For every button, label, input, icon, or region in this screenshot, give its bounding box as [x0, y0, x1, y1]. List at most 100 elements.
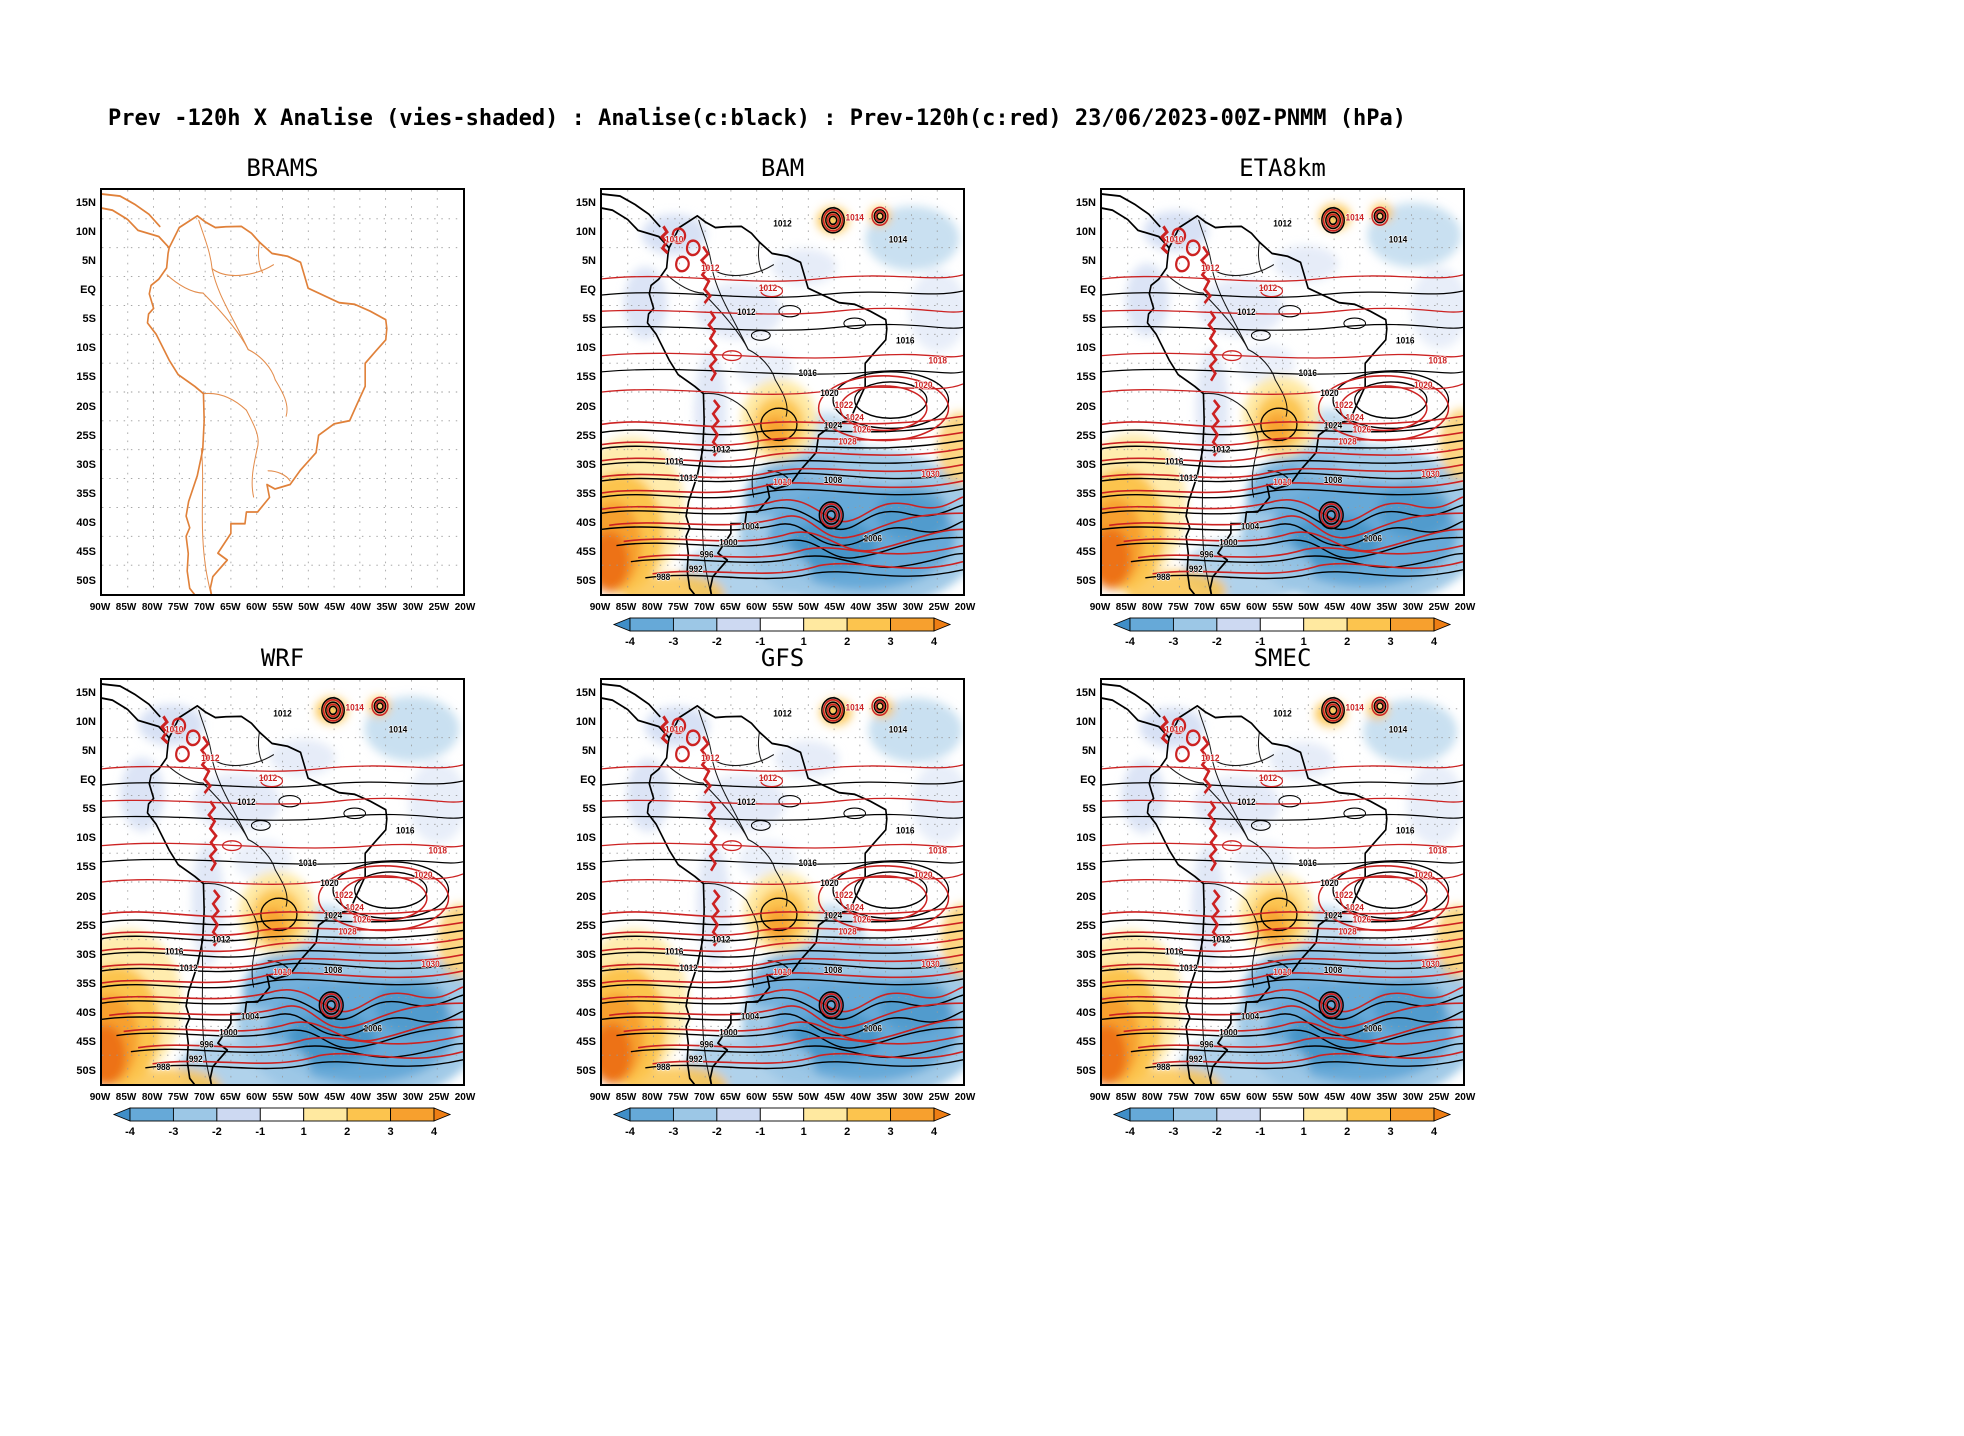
colorbar-tick-label: 2 — [844, 636, 850, 648]
isobar-label: 1010 — [165, 724, 184, 735]
panel-title: BRAMS — [246, 154, 319, 182]
isobar-label: 1026 — [1353, 424, 1372, 435]
lat-tick-label: 45S — [576, 546, 596, 559]
isobar-label: 1012 — [1237, 307, 1256, 318]
colorbar-tick-label: -3 — [669, 636, 679, 648]
isobar-label: 1012 — [759, 283, 778, 294]
isobar-label: 1012 — [712, 444, 731, 455]
panel-title: SMEC — [1253, 644, 1312, 672]
isobar-label: 1020 — [914, 870, 933, 881]
map-wrf: 1010 1012 1012 1014 1014 1012 1012 1016 1018 1020… — [100, 678, 465, 1086]
lat-tick-label: 30S — [576, 458, 596, 471]
lon-tick-label: 90W — [589, 602, 611, 613]
lat-tick-label: EQ — [580, 284, 596, 296]
lon-tick-label: 40W — [850, 1092, 871, 1103]
isobar-label: 1014 — [845, 212, 864, 223]
colorbar-tick-label: -2 — [712, 636, 722, 648]
lat-tick-label: 15N — [1075, 686, 1096, 699]
lat-tick-label: 50S — [576, 575, 596, 588]
lon-tick-label: 80W — [141, 1092, 163, 1103]
isobar-label: 1024 — [845, 902, 864, 913]
isobar-label: 1012 — [1259, 283, 1278, 294]
isobar-label: 1012 — [773, 218, 792, 229]
colorbar-tick-label: -4 — [125, 1126, 136, 1138]
isobar-label: 1014 — [1389, 724, 1408, 735]
lon-tick-label: 55W — [1272, 602, 1293, 613]
lon-tick-label: 40W — [1350, 1092, 1371, 1103]
isobar-label: 1004 — [241, 1011, 260, 1022]
lat-tick-label: 15S — [576, 861, 596, 874]
isobar-label: 992 — [689, 563, 703, 574]
lon-tick-label: 45W — [824, 602, 845, 613]
isobar-label: 1004 — [1241, 521, 1260, 532]
isobar-label: 1010 — [1165, 234, 1184, 245]
isobar-label: 996 — [700, 1039, 714, 1050]
colorbar-tick-label: -2 — [1212, 1126, 1222, 1138]
lon-tick-label: 60W — [246, 1092, 267, 1103]
lon-tick-label: 70W — [1194, 1092, 1215, 1103]
isobar-label: 1024 — [345, 902, 364, 913]
isobar-label: 1016 — [665, 946, 684, 957]
panel-wrf: WRF 1010 1012 1012 1014 1014 1012 1012 1016 1018… — [60, 644, 500, 1138]
isobar-label: 1024 — [1324, 420, 1343, 431]
bias-map-svg: 1010 1012 1012 1014 1014 1012 1012 1016 1018 1020… — [602, 680, 963, 1084]
lat-tick-label: 35S — [576, 488, 596, 500]
isobar-label: 1014 — [345, 702, 364, 713]
isobar-label: 992 — [1189, 1053, 1203, 1064]
isobar-label: 1016 — [799, 367, 818, 378]
isobar-label: 1020 — [320, 878, 339, 889]
lat-tick-label: 25S — [576, 919, 596, 932]
colorbar-tick-label: 3 — [1388, 636, 1394, 648]
lat-tick-label: 40S — [1076, 517, 1096, 530]
lat-tick-label: 10N — [75, 715, 96, 728]
lat-tick-label: 45S — [76, 546, 96, 559]
lat-tick-label: 10S — [576, 832, 596, 845]
lon-tick-label: 50W — [298, 602, 319, 613]
lon-tick-label: 90W — [589, 1092, 611, 1103]
isobar-label: 1020 — [414, 870, 433, 881]
isobar-label: 988 — [156, 1061, 170, 1072]
lat-tick-label: 45S — [1076, 546, 1096, 559]
lon-tick-label: 20W — [454, 602, 476, 613]
lat-tick-label: 10S — [76, 342, 96, 355]
isobar-label: 1012 — [273, 708, 292, 719]
isobar-label: 1012 — [759, 773, 778, 784]
lon-tick-label: 25W — [428, 1092, 450, 1103]
lon-tick-label: 65W — [220, 1092, 241, 1103]
isobar-label: 1024 — [1324, 910, 1343, 921]
lat-tick-label: 30S — [1076, 948, 1096, 961]
colorbar-tick-label: -4 — [1125, 636, 1136, 648]
lon-tick-label: 35W — [1376, 602, 1398, 613]
lon-tick-label: 60W — [1246, 1092, 1267, 1103]
lon-tick-label: 80W — [1141, 1092, 1163, 1103]
lon-tick-label: 45W — [824, 1092, 845, 1103]
lon-tick-label: 75W — [667, 602, 689, 613]
lat-tick-label: 20S — [576, 890, 596, 903]
isobar-label: 1016 — [1396, 335, 1415, 346]
lat-tick-label: 20S — [76, 400, 96, 413]
colorbar-tick-label: -1 — [255, 1126, 265, 1138]
lat-tick-label: 30S — [576, 948, 596, 961]
lon-tick-label: 50W — [798, 1092, 819, 1103]
lon-tick-label: 85W — [1115, 1092, 1137, 1103]
lon-tick-label: 65W — [720, 602, 741, 613]
colorbar-tick-label: 1 — [1301, 636, 1307, 648]
lon-tick-label: 20W — [1454, 602, 1476, 613]
lon-tick-label: 35W — [376, 602, 398, 613]
colorbar-tick-label: 2 — [344, 1126, 350, 1138]
lon-tick-label: 55W — [772, 1092, 793, 1103]
lat-tick-label: 50S — [76, 575, 96, 588]
isobar-label: 1006 — [1364, 1023, 1383, 1034]
isobar-label: 1026 — [853, 424, 872, 435]
isobar-label: 1026 — [1353, 914, 1372, 925]
lon-tick-label: 35W — [376, 1092, 398, 1103]
lat-tick-label: 15S — [76, 371, 96, 384]
lat-tick-label: 15S — [1076, 861, 1096, 874]
isobar-label: 1018 — [929, 355, 948, 366]
isobar-label: 1010 — [773, 476, 792, 487]
lon-tick-label: 55W — [1272, 1092, 1293, 1103]
isobar-label: 988 — [656, 1061, 670, 1072]
colorbar-tick-label: 3 — [1388, 1126, 1394, 1138]
lon-tick-label: 50W — [1298, 1092, 1319, 1103]
lat-tick-label: 40S — [1076, 1007, 1096, 1020]
